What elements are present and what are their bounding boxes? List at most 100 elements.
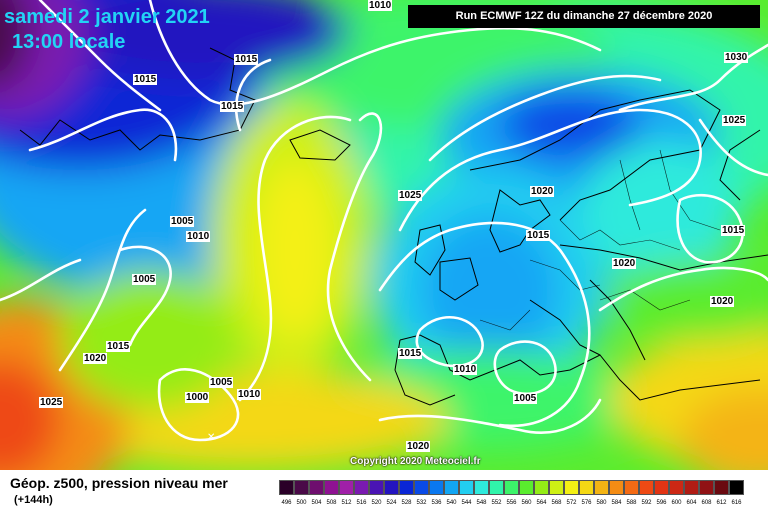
scale-swatch (474, 480, 489, 495)
scale-swatch (324, 480, 339, 495)
scale-label: 564 (536, 500, 547, 506)
isobar-label: 1020 (710, 296, 735, 307)
isobar-label: 1025 (398, 190, 423, 201)
scale-swatch (729, 480, 744, 495)
coastlines (19, 47, 768, 406)
legend-title: Géop. z500, pression niveau mer (10, 475, 228, 491)
scale-swatch (564, 480, 579, 495)
scale-swatch (414, 480, 429, 495)
scale-swatch (399, 480, 414, 495)
color-scale (279, 480, 744, 495)
scale-label: 532 (416, 500, 427, 506)
scale-label: 512 (341, 500, 352, 506)
scale-label: 568 (551, 500, 562, 506)
scale-label: 536 (431, 500, 442, 506)
run-info: Run ECMWF 12Z du dimanche 27 décembre 20… (408, 5, 760, 28)
scale-swatch (489, 480, 504, 495)
scale-swatch (339, 480, 354, 495)
isobar-label: 1005 (170, 216, 195, 227)
isobars (0, 0, 768, 442)
scale-label: 580 (596, 500, 607, 506)
scale-swatch (384, 480, 399, 495)
scale-label: 528 (401, 500, 412, 506)
scale-swatch (669, 480, 684, 495)
scale-swatch (699, 480, 714, 495)
scale-swatch (594, 480, 609, 495)
scale-swatch (639, 480, 654, 495)
forecast-time: 13:00 locale (12, 31, 126, 53)
scale-swatch (579, 480, 594, 495)
scale-swatch (624, 480, 639, 495)
scale-label: 504 (311, 500, 322, 506)
forecast-map: ✕ (0, 0, 768, 470)
isobar-label: 1005 (513, 393, 538, 404)
scale-swatch (444, 480, 459, 495)
scale-swatch (519, 480, 534, 495)
scale-swatch (609, 480, 624, 495)
geopotential-field (0, 0, 768, 470)
scale-label: 612 (716, 500, 727, 506)
borders (479, 149, 721, 331)
scale-swatch (279, 480, 294, 495)
isobar-label: 1020 (83, 353, 108, 364)
map-canvas: ✕ (0, 0, 768, 470)
scale-label: 552 (491, 500, 502, 506)
scale-swatch (504, 480, 519, 495)
scale-label: 508 (326, 500, 337, 506)
isobar-label: 1015 (133, 74, 158, 85)
isobar-label: 1010 (368, 0, 393, 11)
copyright: Copyright 2020 Meteociel.fr (350, 456, 481, 467)
scale-swatch (294, 480, 309, 495)
scale-label: 596 (656, 500, 667, 506)
scale-label: 592 (641, 500, 652, 506)
scale-label: 496 (281, 500, 292, 506)
scale-label: 600 (671, 500, 682, 506)
forecast-date: samedi 2 janvier 2021 (4, 6, 210, 28)
scale-swatch (714, 480, 729, 495)
scale-label: 576 (581, 500, 592, 506)
isobar-label: 1020 (530, 186, 555, 197)
scale-swatch (654, 480, 669, 495)
isobar-label: 1020 (406, 441, 431, 452)
scale-swatch (354, 480, 369, 495)
isobar-label: 1000 (185, 392, 210, 403)
isobar-label: 1010 (186, 231, 211, 242)
scale-swatch (459, 480, 474, 495)
color-scale-labels: 496 500 504 508 512 516 520 524 528 532 536 540 544 5… (279, 500, 744, 506)
scale-label: 572 (566, 500, 577, 506)
scale-label: 516 (356, 500, 367, 506)
isobar-label: 1015 (220, 101, 245, 112)
scale-swatch (549, 480, 564, 495)
scale-label: 604 (686, 500, 697, 506)
isobar-label: 1020 (612, 258, 637, 269)
scale-label: 548 (476, 500, 487, 506)
isobar-label: 1015 (106, 341, 131, 352)
isobar-label: 1010 (237, 389, 262, 400)
isobar-label: 1010 (453, 364, 478, 375)
scale-label: 608 (701, 500, 712, 506)
low-marker: ✕ (207, 432, 215, 443)
scale-swatch (684, 480, 699, 495)
scale-swatch (369, 480, 384, 495)
isobar-label: 1030 (724, 52, 749, 63)
legend-subtitle: (+144h) (14, 494, 53, 506)
scale-label: 520 (371, 500, 382, 506)
scale-label: 556 (506, 500, 517, 506)
isobar-label: 1015 (526, 230, 551, 241)
isobar-label: 1025 (39, 397, 64, 408)
scale-label: 616 (731, 500, 742, 506)
scale-label: 524 (386, 500, 397, 506)
scale-label: 540 (446, 500, 457, 506)
isobar-label: 1005 (209, 377, 234, 388)
scale-swatch (429, 480, 444, 495)
isobar-label: 1005 (132, 274, 157, 285)
isobar-label: 1025 (722, 115, 747, 126)
scale-swatch (309, 480, 324, 495)
scale-swatch (534, 480, 549, 495)
isobar-label: 1015 (398, 348, 423, 359)
scale-label: 560 (521, 500, 532, 506)
scale-label: 500 (296, 500, 307, 506)
scale-label: 588 (626, 500, 637, 506)
legend-bar: Géop. z500, pression niveau mer (+144h) … (0, 470, 768, 512)
isobar-label: 1015 (234, 54, 259, 65)
